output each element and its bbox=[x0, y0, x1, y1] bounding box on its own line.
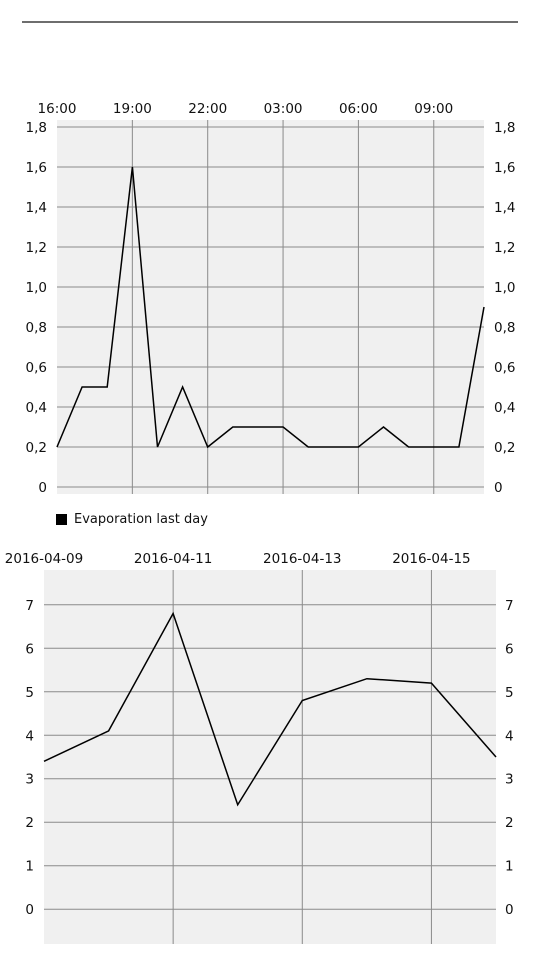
y-tick-label-right: 1,2 bbox=[494, 240, 515, 256]
chart1-legend: Evaporation last day bbox=[56, 512, 208, 527]
y-tick-label-left: 1,0 bbox=[26, 280, 47, 296]
y-tick-label-right: 7 bbox=[505, 598, 514, 614]
y-tick-label-right: 1,4 bbox=[494, 200, 515, 216]
y-tick-label-left: 5 bbox=[25, 685, 34, 701]
y-tick-label-left: 1,6 bbox=[26, 160, 47, 176]
y-tick-label-left: 1,4 bbox=[26, 200, 47, 216]
x-tick-label: 06:00 bbox=[339, 101, 378, 117]
series-line bbox=[56, 166, 485, 449]
y-tick-label-left: 0,4 bbox=[26, 400, 47, 416]
x-tick-label: 2016-04-11 bbox=[134, 551, 212, 567]
y-tick-label-left: 4 bbox=[25, 728, 34, 744]
y-tick-label-right: 4 bbox=[505, 728, 514, 744]
y-tick-label-left: 1,2 bbox=[26, 240, 47, 256]
x-tick-label: 03:00 bbox=[264, 101, 303, 117]
y-tick-label-right: 1 bbox=[505, 859, 514, 875]
legend-swatch bbox=[56, 514, 67, 525]
y-tick-label-right: 0,2 bbox=[494, 440, 515, 456]
y-tick-label-left: 0 bbox=[25, 902, 34, 918]
y-tick-label-right: 6 bbox=[505, 641, 514, 657]
legend-label: Evaporation last day bbox=[74, 512, 208, 527]
y-tick-label-right: 3 bbox=[505, 772, 514, 788]
y-tick-label-right: 2 bbox=[505, 815, 514, 831]
y-tick-label-right: 0 bbox=[494, 480, 503, 496]
x-tick-label: 22:00 bbox=[188, 101, 227, 117]
x-tick-label: 2016-04-15 bbox=[392, 551, 470, 567]
plot-background bbox=[57, 120, 484, 494]
y-tick-label-left: 0,8 bbox=[26, 320, 47, 336]
y-tick-label-right: 5 bbox=[505, 685, 514, 701]
y-tick-label-right: 0,4 bbox=[494, 400, 515, 416]
x-tick-label: 2016-04-13 bbox=[263, 551, 341, 567]
y-tick-label-right: 1,0 bbox=[494, 280, 515, 296]
top-divider bbox=[22, 21, 518, 23]
y-tick-label-left: 2 bbox=[25, 815, 34, 831]
x-tick-label: 16:00 bbox=[38, 101, 77, 117]
y-tick-label-left: 3 bbox=[25, 772, 34, 788]
x-tick-label: 2016-04-09 bbox=[5, 551, 83, 567]
x-tick-label: 19:00 bbox=[113, 101, 152, 117]
y-tick-label-left: 0 bbox=[38, 480, 47, 496]
x-tick-label: 09:00 bbox=[414, 101, 453, 117]
y-tick-label-right: 0 bbox=[505, 902, 514, 918]
evaporation-hourly-chart: 0 0 0,2 0,2 0,4 0,4 0,6 0,6 0,8 0,8 1,0 1,0 1,2 1,2 1,… bbox=[26, 101, 516, 496]
y-tick-label-left: 7 bbox=[25, 598, 34, 614]
plot-background bbox=[44, 570, 496, 944]
y-tick-label-left: 0,6 bbox=[26, 360, 47, 376]
y-tick-label-right: 0,6 bbox=[494, 360, 515, 376]
y-tick-label-right: 1,6 bbox=[494, 160, 515, 176]
y-tick-label-right: 0,8 bbox=[494, 320, 515, 336]
y-tick-label-left: 1 bbox=[25, 859, 34, 875]
y-tick-label-left: 1,8 bbox=[26, 120, 47, 136]
series-line bbox=[43, 611, 497, 807]
y-tick-label-right: 1,8 bbox=[494, 120, 515, 136]
y-tick-label-left: 6 bbox=[25, 641, 34, 657]
y-tick-label-left: 0,2 bbox=[26, 440, 47, 456]
